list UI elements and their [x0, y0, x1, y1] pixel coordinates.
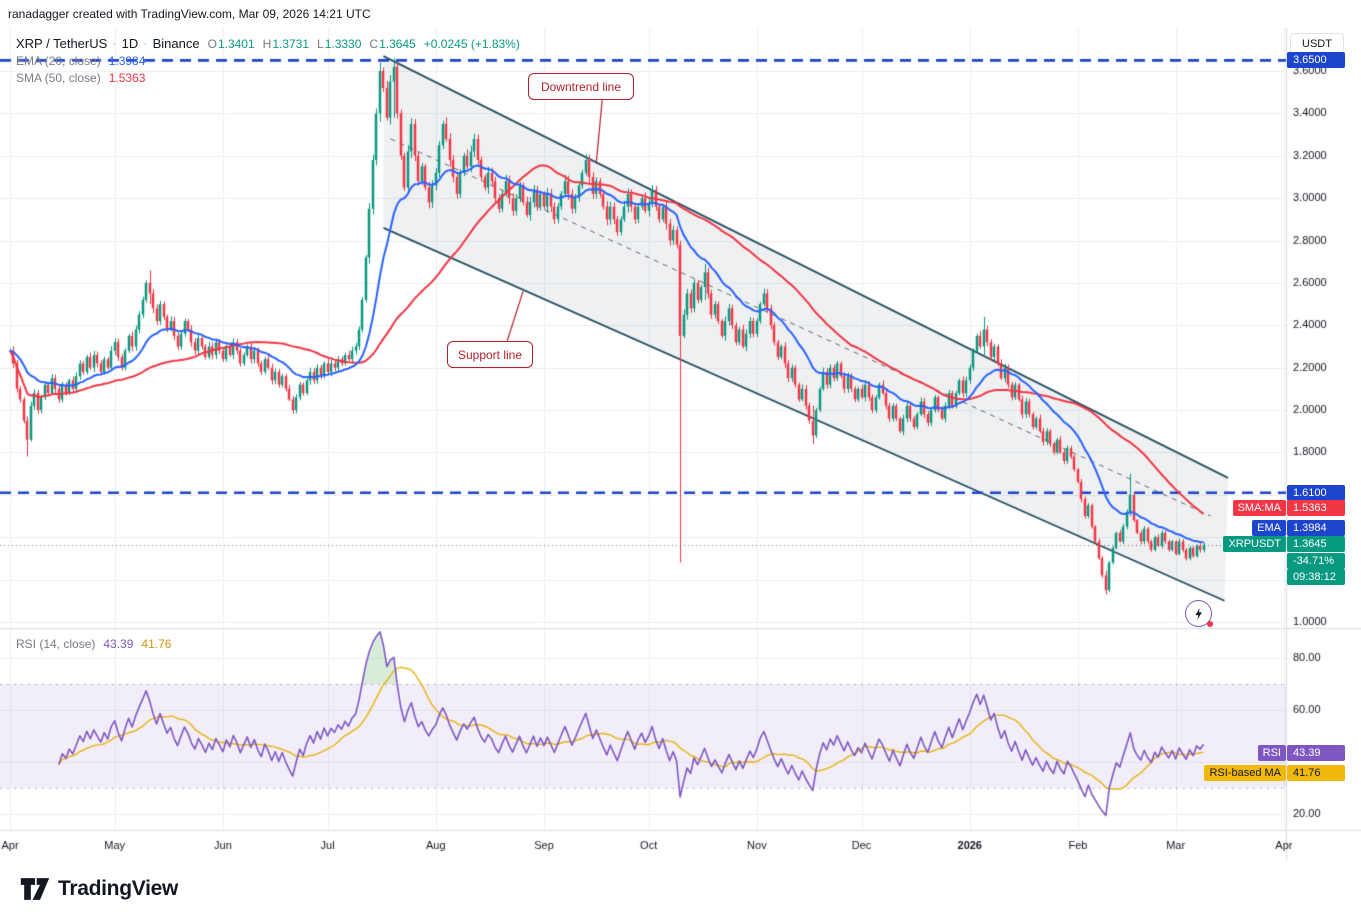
tradingview-logo-icon[interactable] [20, 876, 50, 902]
rsi-label: RSI (14, close) [16, 637, 96, 651]
support-price-badge: 1.6100 [1287, 485, 1345, 501]
callout-downtrend-line[interactable]: Downtrend line [528, 73, 634, 100]
rsi-ma-scale-tag: RSI-based MA [1204, 765, 1286, 781]
open-letter: O [207, 37, 217, 51]
chart-legend: XRP / TetherUS · 1D · Binance O 1.3401 H… [16, 36, 520, 88]
symbol-title[interactable]: XRP / TetherUS [16, 36, 108, 51]
low-letter: L [317, 37, 324, 51]
callout-support-label: Support line [457, 347, 523, 362]
high-value: 1.3731 [272, 37, 310, 51]
rsi-ma-scale-value: 41.76 [1287, 765, 1345, 781]
rsi-scale-value: 43.39 [1287, 745, 1345, 761]
sma-value: 1.5363 [108, 71, 146, 85]
sma-label: SMA (50, close) [16, 71, 101, 85]
high-letter: H [262, 37, 272, 51]
ema-scale-value: 1.3984 [1287, 520, 1345, 536]
interval-label[interactable]: 1D [121, 36, 139, 51]
resistance-price-badge: 3.6500 [1287, 52, 1345, 68]
change-percent-badge: -34.71% [1287, 553, 1345, 569]
price-chart-canvas[interactable] [0, 28, 1361, 860]
legend-separator: · [112, 36, 117, 51]
callout-downtrend-label: Downtrend line [540, 79, 622, 94]
sma-legend-row[interactable]: SMA (50, close) 1.5363 [16, 71, 520, 85]
symbol-scale-tag: XRPUSDT [1223, 536, 1286, 552]
attribution-text: ranadagger created with TradingView.com,… [8, 7, 371, 21]
rsi-legend-row[interactable]: RSI (14, close) 43.39 41.76 [16, 637, 171, 651]
ema-scale-tag: EMA [1252, 520, 1286, 536]
legend-separator: · [143, 36, 148, 51]
rsi-ma-value: 41.76 [141, 637, 172, 651]
change-value: +0.0245 (+1.83%) [423, 37, 520, 51]
countdown-badge: 09:38:12 [1287, 569, 1345, 585]
lightning-bolt-icon [1195, 607, 1202, 620]
ema-value: 1.3984 [108, 54, 146, 68]
open-value: 1.3401 [217, 37, 255, 51]
ema-label: EMA (20, close) [16, 54, 101, 68]
footer: TradingView [0, 860, 1361, 917]
low-value: 1.3330 [324, 37, 362, 51]
close-letter: C [369, 37, 379, 51]
notification-dot [1207, 621, 1213, 627]
rsi-scale-tag: RSI [1257, 745, 1286, 761]
chart-area: XRP / TetherUS · 1D · Binance O 1.3401 H… [0, 28, 1361, 860]
callout-support-line[interactable]: Support line [447, 341, 533, 368]
brand-name[interactable]: TradingView [58, 876, 179, 900]
symbol-legend-row[interactable]: XRP / TetherUS · 1D · Binance O 1.3401 H… [16, 36, 520, 51]
lightning-reaction-icon[interactable] [1185, 600, 1213, 627]
sma-scale-tag: SMA:MA [1232, 500, 1286, 516]
last-price-badge: 1.3645 [1287, 536, 1345, 552]
sma-scale-value: 1.5363 [1287, 500, 1345, 516]
ema-legend-row[interactable]: EMA (20, close) 1.3984 [16, 54, 520, 68]
close-value: 1.3645 [379, 37, 416, 51]
rsi-value: 43.39 [103, 637, 134, 651]
attribution-bar: ranadagger created with TradingView.com,… [0, 0, 1361, 28]
exchange-label: Binance [152, 36, 200, 51]
